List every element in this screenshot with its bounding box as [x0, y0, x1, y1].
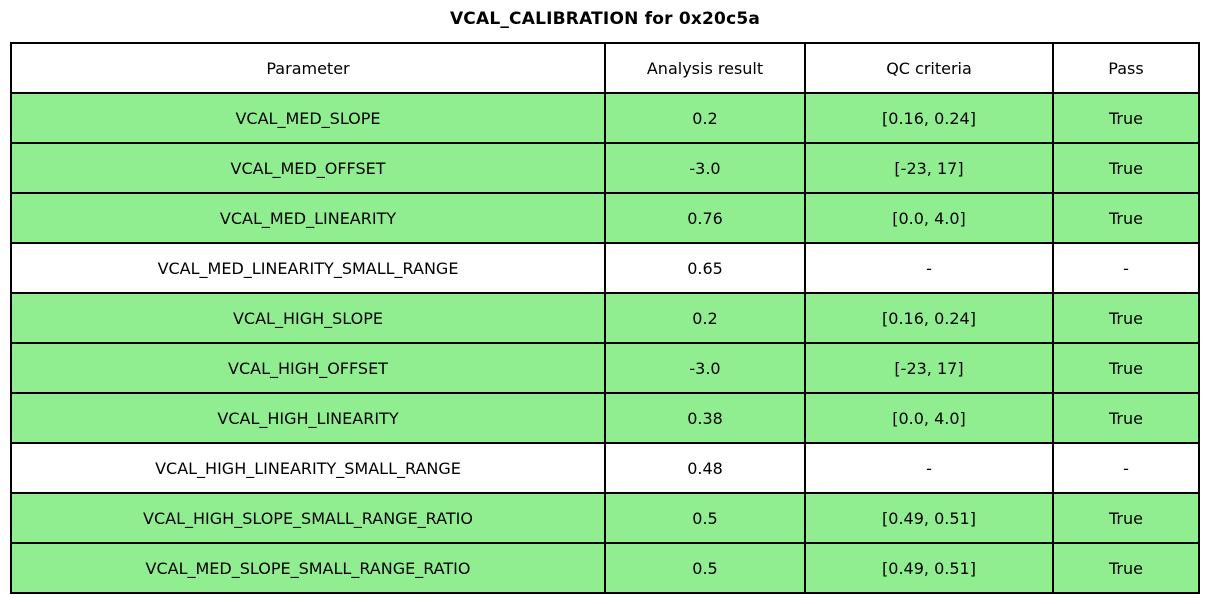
cell-criteria: [0.49, 0.51] — [804, 542, 1054, 594]
cell-criteria: [0.16, 0.24] — [804, 292, 1054, 344]
cell-result: 0.65 — [604, 242, 806, 294]
cell-result: 0.2 — [604, 92, 806, 144]
table-row: VCAL_HIGH_SLOPE_SMALL_RANGE_RATIO 0.5 [0.4… — [10, 492, 1200, 544]
cell-result: 0.48 — [604, 442, 806, 494]
cell-result: -3.0 — [604, 142, 806, 194]
cell-pass: True — [1052, 192, 1200, 244]
qc-results-table: Parameter Analysis result QC criteria Pa… — [10, 42, 1200, 594]
cell-pass: True — [1052, 342, 1200, 394]
cell-pass: True — [1052, 492, 1200, 544]
cell-pass: True — [1052, 92, 1200, 144]
cell-pass: - — [1052, 442, 1200, 494]
cell-parameter: VCAL_MED_SLOPE_SMALL_RANGE_RATIO — [10, 542, 606, 594]
page-title: VCAL_CALIBRATION for 0x20c5a — [449, 9, 761, 29]
cell-criteria: - — [804, 442, 1054, 494]
cell-criteria: [0.49, 0.51] — [804, 492, 1054, 544]
cell-criteria: [0.0, 4.0] — [804, 192, 1054, 244]
cell-result: -3.0 — [604, 342, 806, 394]
cell-result: 0.2 — [604, 292, 806, 344]
table-row: VCAL_MED_SLOPE_SMALL_RANGE_RATIO 0.5 [0.49… — [10, 542, 1200, 594]
table-row: VCAL_MED_OFFSET -3.0 [-23, 17] True — [10, 142, 1200, 194]
cell-parameter: VCAL_HIGH_LINEARITY — [10, 392, 606, 444]
column-header-qc-criteria: QC criteria — [804, 42, 1054, 94]
column-header-pass: Pass — [1052, 42, 1200, 94]
cell-criteria: - — [804, 242, 1054, 294]
cell-parameter: VCAL_HIGH_SLOPE_SMALL_RANGE_RATIO — [10, 492, 606, 544]
table-row: VCAL_HIGH_LINEARITY 0.38 [0.0, 4.0] True — [10, 392, 1200, 444]
table-row: VCAL_MED_SLOPE 0.2 [0.16, 0.24] True — [10, 92, 1200, 144]
cell-result: 0.5 — [604, 492, 806, 544]
cell-parameter: VCAL_MED_SLOPE — [10, 92, 606, 144]
cell-pass: True — [1052, 142, 1200, 194]
cell-criteria: [-23, 17] — [804, 142, 1054, 194]
cell-parameter: VCAL_MED_OFFSET — [10, 142, 606, 194]
table-row: VCAL_HIGH_OFFSET -3.0 [-23, 17] True — [10, 342, 1200, 394]
table-header-row: Parameter Analysis result QC criteria Pa… — [10, 42, 1200, 94]
cell-parameter: VCAL_HIGH_SLOPE — [10, 292, 606, 344]
cell-criteria: [-23, 17] — [804, 342, 1054, 394]
cell-pass: - — [1052, 242, 1200, 294]
cell-criteria: [0.16, 0.24] — [804, 92, 1054, 144]
column-header-analysis-result: Analysis result — [604, 42, 806, 94]
cell-pass: True — [1052, 392, 1200, 444]
cell-result: 0.38 — [604, 392, 806, 444]
table-row: VCAL_MED_LINEARITY_SMALL_RANGE 0.65- - — [10, 242, 1200, 294]
cell-pass: True — [1052, 292, 1200, 344]
cell-parameter: VCAL_MED_LINEARITY_SMALL_RANGE — [10, 242, 606, 294]
table-row: VCAL_MED_LINEARITY 0.76 [0.0, 4.0] True — [10, 192, 1200, 244]
cell-parameter: VCAL_MED_LINEARITY — [10, 192, 606, 244]
cell-parameter: VCAL_HIGH_LINEARITY_SMALL_RANGE — [10, 442, 606, 494]
cell-parameter: VCAL_HIGH_OFFSET — [10, 342, 606, 394]
cell-pass: True — [1052, 542, 1200, 594]
column-header-parameter: Parameter — [10, 42, 606, 94]
table-row: VCAL_HIGH_LINEARITY_SMALL_RANGE 0.48- - — [10, 442, 1200, 494]
cell-criteria: [0.0, 4.0] — [804, 392, 1054, 444]
cell-result: 0.5 — [604, 542, 806, 594]
cell-result: 0.76 — [604, 192, 806, 244]
table-row: VCAL_HIGH_SLOPE 0.2 [0.16, 0.24] True — [10, 292, 1200, 344]
